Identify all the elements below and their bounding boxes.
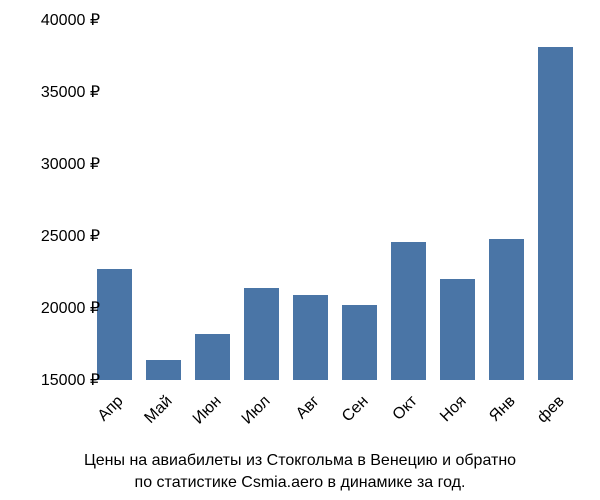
y-tick-label: 20000 ₽ (41, 298, 100, 318)
bar (440, 279, 474, 380)
y-tick-label: 40000 ₽ (41, 10, 100, 30)
y-tick-label: 30000 ₽ (41, 154, 100, 174)
chart-caption: Цены на авиабилеты из Стокгольма в Венец… (0, 450, 600, 495)
x-tick-label: Июн (189, 393, 225, 429)
bar (342, 305, 376, 380)
x-tick-label: Апр (94, 393, 127, 426)
x-tick-label: Окт (389, 393, 421, 425)
x-tick-label: Ноя (437, 393, 470, 426)
caption-line-1: Цены на авиабилеты из Стокгольма в Венец… (84, 452, 516, 469)
caption-line-2: по статистике Csmia.aero в динамике за г… (135, 474, 466, 491)
price-chart (90, 20, 580, 380)
plot-area (90, 20, 580, 380)
bar (195, 334, 229, 380)
bar (244, 288, 278, 380)
x-tick-label: фев (534, 393, 568, 427)
y-tick-label: 25000 ₽ (41, 226, 100, 246)
x-tick-label: Янв (486, 393, 519, 426)
bar (391, 242, 425, 380)
x-tick-label: Авг (292, 393, 322, 423)
bar (146, 360, 180, 380)
y-tick-label: 15000 ₽ (41, 370, 100, 390)
bar (489, 239, 523, 380)
x-tick-label: Сен (338, 393, 371, 426)
bars-group (90, 20, 580, 380)
bar (293, 295, 327, 380)
y-tick-label: 35000 ₽ (41, 82, 100, 102)
x-tick-label: Июл (238, 393, 274, 429)
bar (538, 47, 572, 380)
bar (97, 269, 131, 380)
x-tick-label: Май (141, 393, 176, 428)
